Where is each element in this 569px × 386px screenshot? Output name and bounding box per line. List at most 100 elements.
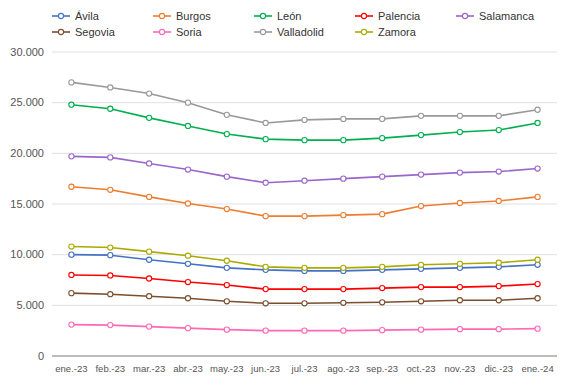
series-point <box>224 327 229 332</box>
series-point <box>224 299 229 304</box>
series-point <box>147 324 152 329</box>
chart-svg: 05.00010.00015.00020.00025.00030.000ene.… <box>0 0 569 386</box>
legend-label: Segovia <box>75 26 116 38</box>
legend-marker <box>159 13 164 18</box>
series-point <box>457 170 462 175</box>
series-point <box>496 298 501 303</box>
series-point <box>496 127 501 132</box>
series-point <box>341 287 346 292</box>
series-point <box>224 131 229 136</box>
x-tick-label: oct.-23 <box>407 363 436 374</box>
series-point <box>263 137 268 142</box>
series-point <box>108 106 113 111</box>
series-point <box>108 85 113 90</box>
series <box>69 154 540 186</box>
series-point <box>496 113 501 118</box>
series-point <box>185 261 190 266</box>
y-tick-label: 15.000 <box>10 198 44 210</box>
legend-label: Zamora <box>378 26 417 38</box>
series-line <box>71 156 537 182</box>
series-point <box>263 301 268 306</box>
series-point <box>418 132 423 137</box>
series-point <box>224 174 229 179</box>
series-point <box>224 265 229 270</box>
legend-marker <box>58 13 63 18</box>
legend-label: Salamanca <box>479 10 535 22</box>
series-point <box>380 116 385 121</box>
x-tick-label: ene.-23 <box>55 363 87 374</box>
legend-item: Soria <box>153 26 203 38</box>
series-point <box>147 161 152 166</box>
series-point <box>302 178 307 183</box>
series-point <box>302 287 307 292</box>
series-point <box>147 276 152 281</box>
series-point <box>418 203 423 208</box>
series-line <box>71 247 537 268</box>
legend-marker <box>462 13 467 18</box>
legend-item: Valladolid <box>254 26 324 38</box>
legend-item: Palencia <box>355 10 421 22</box>
series-point <box>263 214 268 219</box>
legend-label: Soria <box>176 26 203 38</box>
series-point <box>380 264 385 269</box>
series-point <box>263 180 268 185</box>
series-point <box>69 252 74 257</box>
series-line <box>71 82 537 123</box>
x-tick-label: jun.-23 <box>250 363 280 374</box>
series-point <box>69 102 74 107</box>
series-point <box>263 328 268 333</box>
legend-item: Burgos <box>153 10 211 22</box>
series <box>69 272 540 291</box>
series-point <box>185 296 190 301</box>
series-point <box>418 113 423 118</box>
series-point <box>496 198 501 203</box>
series-point <box>380 136 385 141</box>
series-point <box>302 138 307 143</box>
series-point <box>108 292 113 297</box>
series-point <box>341 138 346 143</box>
legend: Ávila Burgos León Palencia Salamanca Segovia S… <box>52 10 535 38</box>
y-tick-label: 0 <box>38 350 44 362</box>
series-point <box>418 284 423 289</box>
series-point <box>108 245 113 250</box>
legend-item: Zamora <box>355 26 417 38</box>
y-tick-label: 30.000 <box>10 46 44 58</box>
series-point <box>418 262 423 267</box>
y-tick-label: 25.000 <box>10 96 44 108</box>
legend-label: León <box>277 10 301 22</box>
x-tick-label: mar.-23 <box>133 363 165 374</box>
series-point <box>302 214 307 219</box>
series-point <box>147 257 152 262</box>
series-point <box>496 283 501 288</box>
series-point <box>185 167 190 172</box>
grid-line <box>52 153 557 154</box>
x-tick-label: ene.-24 <box>521 363 553 374</box>
legend-marker <box>159 29 164 34</box>
legend-item: Ávila <box>52 10 100 22</box>
series-line <box>71 187 537 216</box>
series-point <box>496 169 501 174</box>
series-point <box>224 112 229 117</box>
grid-line <box>52 204 557 205</box>
series-point <box>185 326 190 331</box>
y-tick-label: 20.000 <box>10 147 44 159</box>
series-point <box>341 328 346 333</box>
x-tick-label: dic.-23 <box>484 363 513 374</box>
series-line <box>71 105 537 140</box>
y-tick-label: 5.000 <box>16 299 44 311</box>
legend-item: Salamanca <box>456 10 535 22</box>
legend-marker <box>361 29 366 34</box>
legend-item: Segovia <box>52 26 116 38</box>
series-point <box>263 287 268 292</box>
series <box>69 291 540 306</box>
series-point <box>535 107 540 112</box>
series-point <box>457 284 462 289</box>
series-point <box>535 194 540 199</box>
x-tick-label: may.-23 <box>210 363 244 374</box>
series-point <box>224 258 229 263</box>
series-point <box>108 273 113 278</box>
legend-marker <box>361 13 366 18</box>
series <box>69 184 540 219</box>
chart-container: 05.00010.00015.00020.00025.00030.000ene.… <box>0 0 569 386</box>
series-point <box>496 327 501 332</box>
